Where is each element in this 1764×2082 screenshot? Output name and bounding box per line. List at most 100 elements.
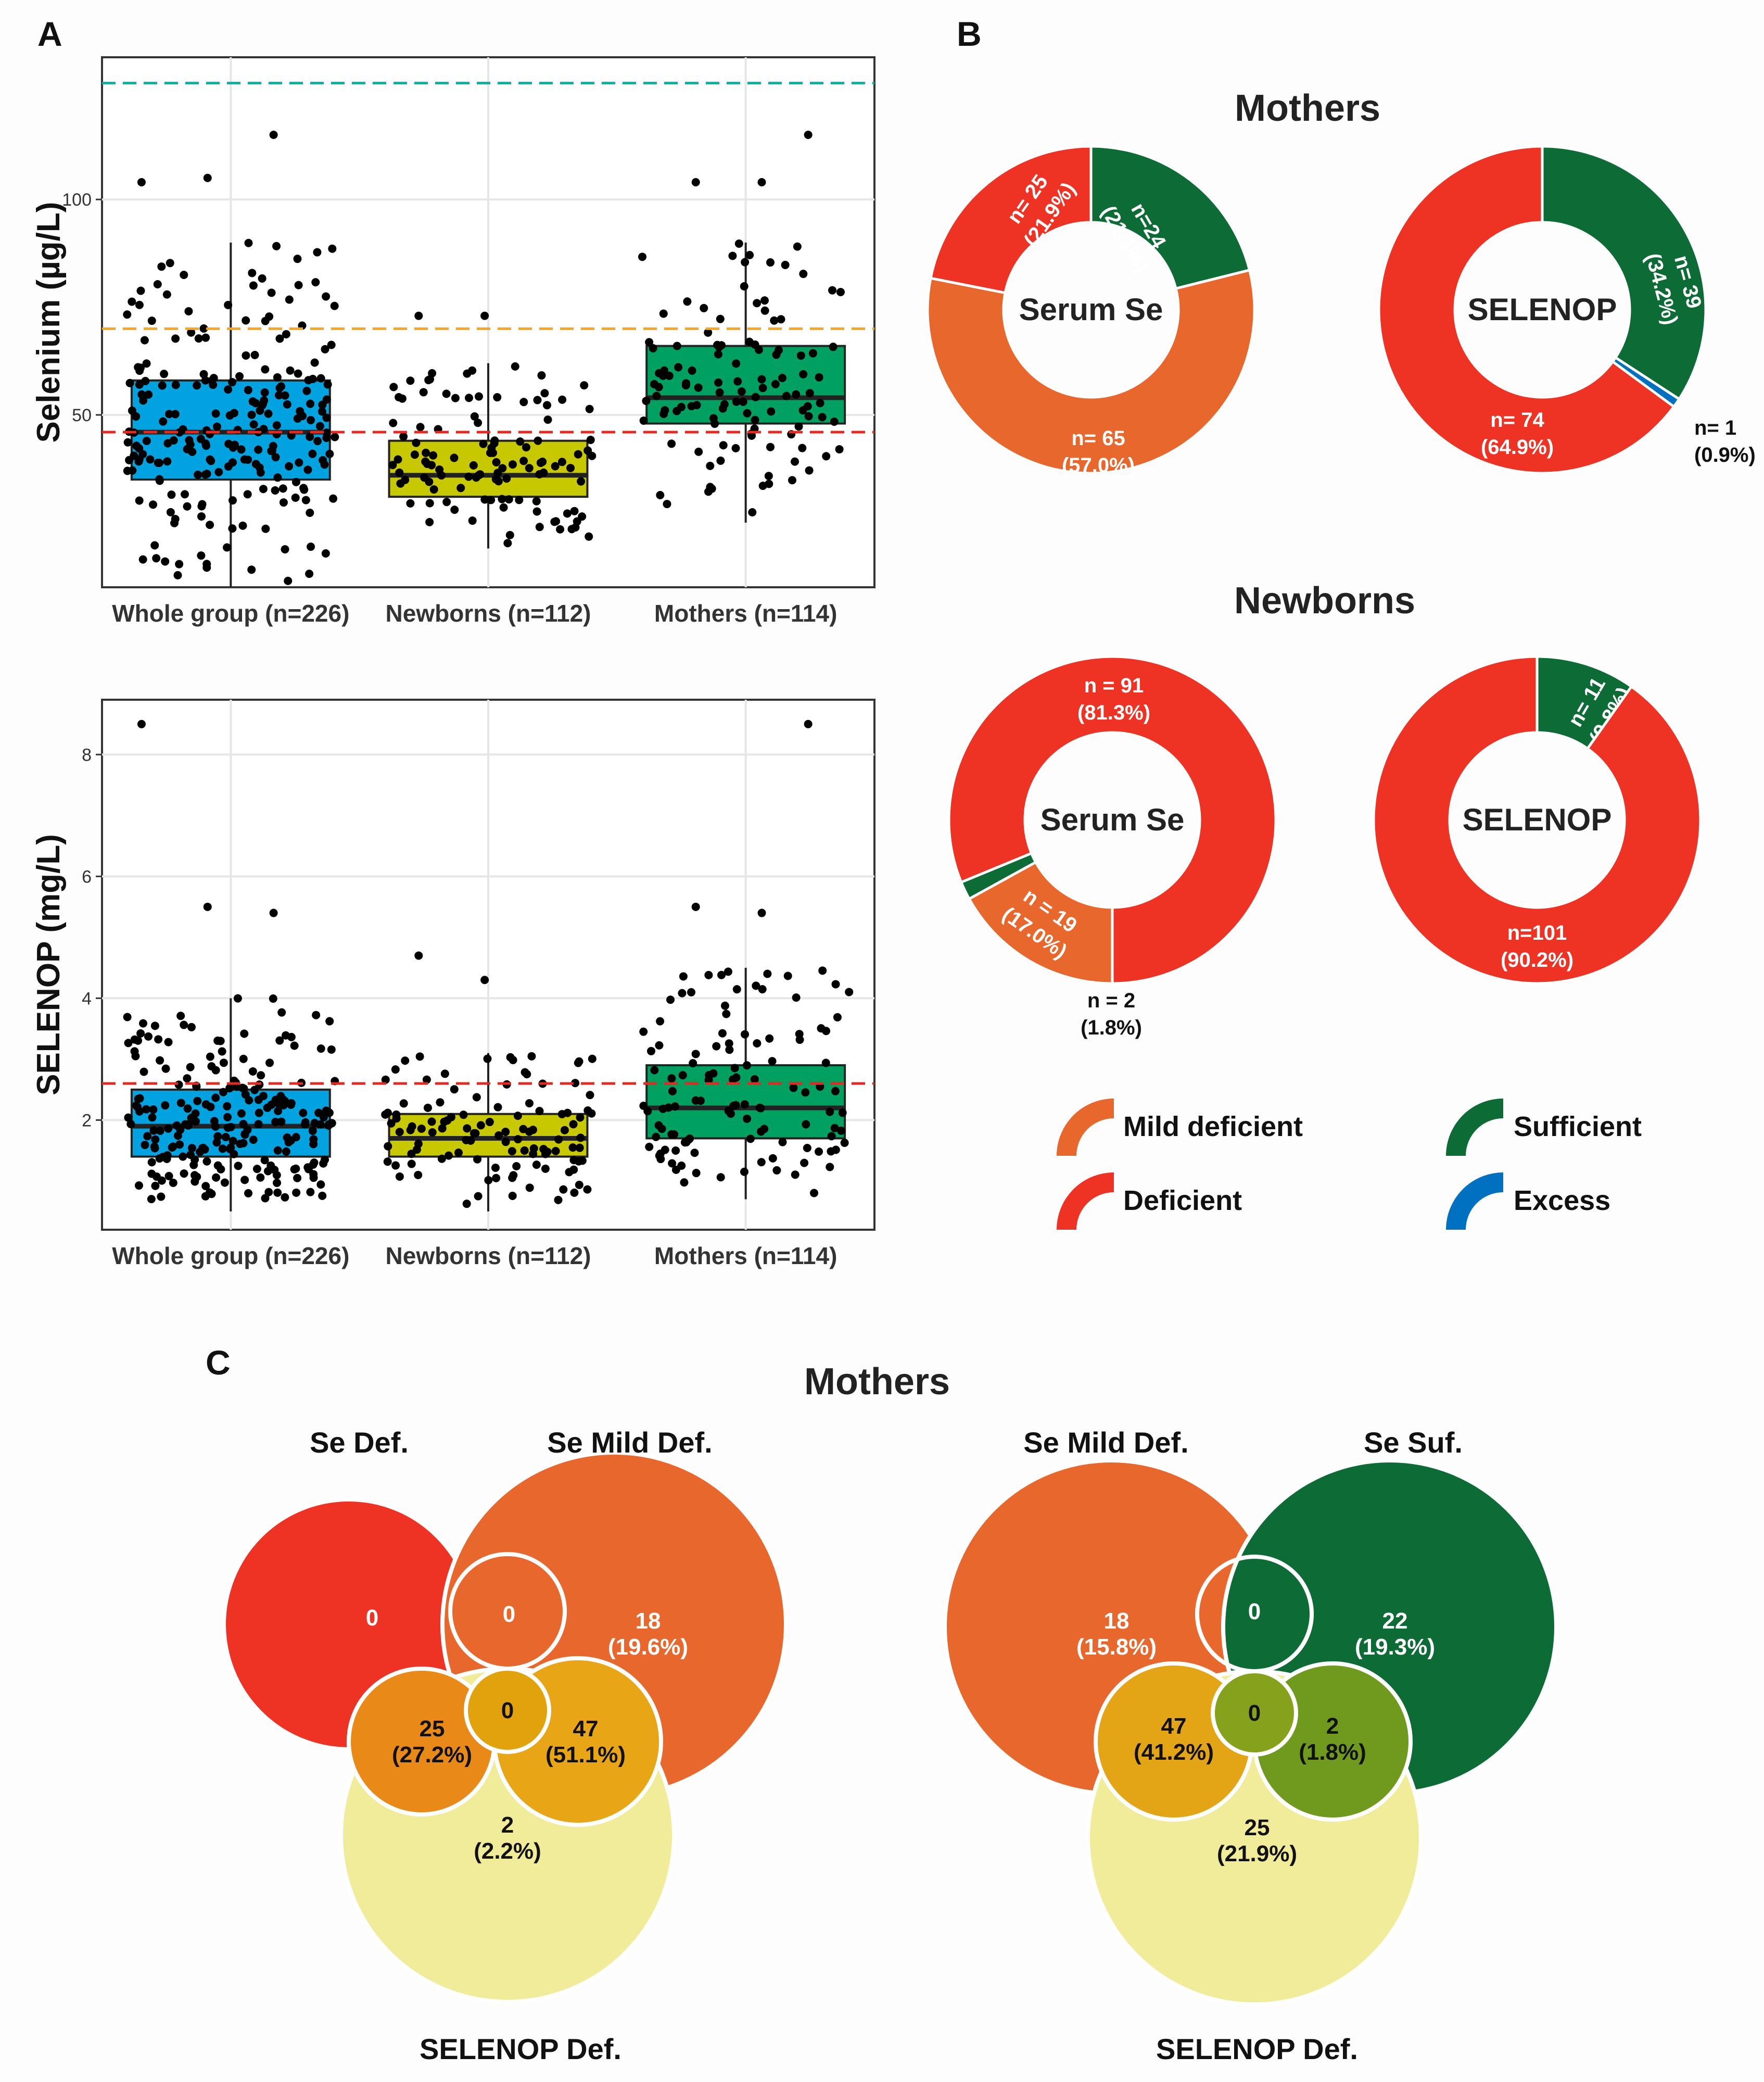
- selenium-data-point: [442, 389, 451, 398]
- selenium-data-point: [224, 462, 233, 471]
- selenop-data-point: [661, 1145, 669, 1154]
- selenium-category-label: Newborns (n=112): [386, 600, 591, 627]
- selenop-data-point: [462, 1200, 471, 1208]
- selenium-data-point: [247, 410, 256, 419]
- selenium-data-point: [522, 443, 530, 452]
- selenium-data-point: [757, 375, 766, 384]
- selenop-data-point: [757, 1158, 766, 1167]
- venn-right: Se Mild Def. Se Suf. SELENOP Def. 18 (15…: [943, 1426, 1558, 2065]
- selenium-data-point: [808, 349, 817, 358]
- selenium-data-point: [470, 412, 479, 421]
- selenium-data-point: [767, 407, 776, 416]
- selenium-data-point: [419, 388, 428, 397]
- selenium-data-point: [519, 457, 528, 465]
- selenop-data-point: [643, 1107, 652, 1116]
- selenop-data-point: [492, 1174, 501, 1182]
- selenop-data-point: [225, 1084, 234, 1093]
- selenium-data-point: [284, 576, 293, 585]
- selenium-data-point: [209, 381, 218, 389]
- selenium-data-point: [313, 248, 322, 257]
- panel-letter-a: A: [37, 15, 62, 53]
- selenium-data-point: [494, 477, 503, 486]
- selenop-data-point: [187, 1114, 196, 1122]
- selenium-outlier-point: [203, 173, 212, 182]
- mothers-selenop-slice-count: n= 1: [1694, 417, 1736, 439]
- venn-right-b-only-pct: (19.3%): [1355, 1634, 1435, 1660]
- selenop-data-point: [476, 1121, 485, 1130]
- selenop-data-point: [459, 1111, 468, 1119]
- donut-charts: n=24(21.1%)n= 65(57.0%)n= 25(21.9%)Serum…: [926, 145, 1756, 1039]
- selenop-data-point: [753, 1039, 762, 1048]
- selenium-data-point: [291, 477, 300, 486]
- selenium-data-point: [429, 451, 438, 460]
- selenium-data-point: [201, 470, 210, 479]
- selenop-data-point: [831, 1087, 840, 1095]
- selenium-data-point: [758, 384, 767, 393]
- selenium-data-point: [198, 500, 207, 509]
- selenium-data-point: [123, 310, 132, 319]
- selenop-data-point: [139, 1067, 148, 1076]
- selenop-data-point: [193, 1096, 202, 1105]
- newborns-selenop-slice-deficient: [1372, 655, 1702, 985]
- selenium-data-point: [536, 458, 545, 467]
- selenium-data-point: [706, 461, 715, 470]
- selenop-outlier-point: [137, 720, 146, 728]
- selenop-data-point: [286, 1136, 295, 1145]
- selenium-data-point: [395, 393, 403, 401]
- selenop-data-point: [655, 1041, 664, 1050]
- selenop-data-point: [325, 1017, 334, 1026]
- selenop-data-point: [831, 980, 840, 989]
- selenium-data-point: [792, 390, 801, 399]
- selenop-data-point: [176, 1125, 185, 1134]
- selenium-data-point: [278, 484, 287, 493]
- selenop-data-point: [312, 1011, 321, 1019]
- selenop-data-point: [240, 1130, 249, 1139]
- legend-label-sufficient: Sufficient: [1514, 1111, 1642, 1142]
- selenium-data-point: [142, 436, 151, 445]
- selenium-data-point: [272, 421, 281, 430]
- selenop-data-point: [179, 1152, 187, 1161]
- selenium-data-point: [184, 307, 193, 316]
- selenop-data-point: [191, 1171, 199, 1180]
- selenop-data-point: [164, 1171, 173, 1180]
- selenop-data-point: [391, 1161, 400, 1170]
- selenium-data-point: [645, 338, 654, 347]
- selenop-data-point: [407, 1159, 416, 1168]
- selenop-data-point: [292, 1188, 301, 1197]
- selenop-data-point: [575, 1143, 584, 1152]
- selenop-data-point: [569, 1165, 578, 1174]
- selenium-data-point: [732, 397, 741, 406]
- selenium-data-point: [244, 386, 252, 395]
- selenop-data-point: [271, 1117, 280, 1126]
- selenium-data-point: [135, 496, 144, 505]
- selenop-data-point: [588, 1054, 597, 1063]
- selenium-data-point: [777, 315, 785, 324]
- selenium-data-point: [771, 380, 780, 388]
- selenium-data-point: [152, 554, 161, 563]
- selenium-data-point: [327, 340, 336, 349]
- selenium-data-point: [249, 281, 258, 290]
- selenop-data-point: [722, 1010, 731, 1018]
- selenop-data-point: [161, 1101, 170, 1110]
- selenop-data-point: [240, 1176, 249, 1184]
- newborns-serum-donut: n = 91(81.3%)n = 2(1.8%)n = 19(17.0%)Ser…: [947, 655, 1277, 1039]
- selenium-data-point: [503, 539, 512, 548]
- selenium-data-point: [307, 542, 315, 551]
- selenium-data-point: [574, 450, 582, 459]
- selenop-data-point: [471, 1129, 480, 1138]
- selenium-data-point: [300, 485, 309, 494]
- selenop-data-point: [144, 1032, 153, 1041]
- mothers-selenop-donut: n= 39(34.2%)n= 1(0.9%)n= 74(64.9%)SELENO…: [1377, 145, 1756, 475]
- selenop-data-point: [229, 1137, 237, 1145]
- selenop-data-point: [667, 1074, 676, 1083]
- selenium-data-point: [798, 406, 807, 415]
- selenop-data-point: [163, 1151, 172, 1160]
- selenop-data-point: [463, 1124, 472, 1133]
- selenop-data-point: [506, 1053, 515, 1062]
- selenop-data-point: [134, 1181, 143, 1190]
- selenop-data-point: [401, 1056, 410, 1065]
- selenop-data-point: [746, 1134, 755, 1143]
- selenium-data-point: [714, 350, 722, 359]
- selenop-data-point: [213, 1161, 222, 1170]
- selenop-data-point: [705, 1071, 714, 1080]
